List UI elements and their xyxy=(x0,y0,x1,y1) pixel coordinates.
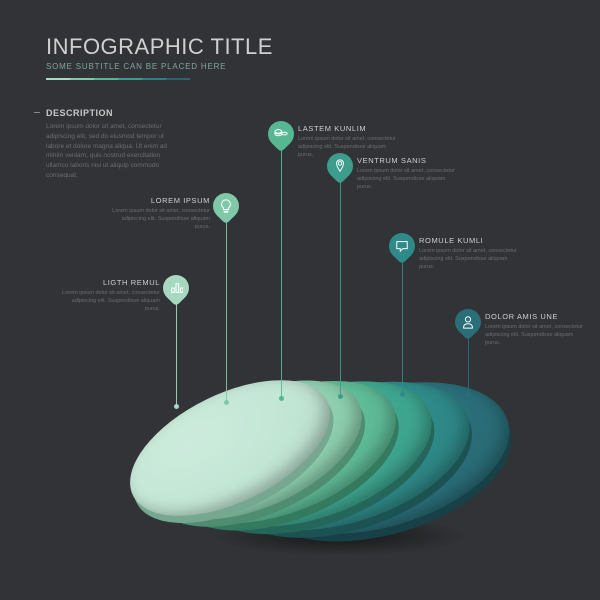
person-icon xyxy=(461,315,475,329)
connector-line xyxy=(176,300,177,406)
item-callout: VENTRUM SANIS Lorem ipsum dolor sit amet,… xyxy=(357,156,457,192)
item-callout: DOLOR AMIS UNE Lorem ipsum dolor sit amet… xyxy=(485,312,585,348)
item-callout: LIGTH REMUL Lorem ipsum dolor sit amet, c… xyxy=(60,278,160,314)
connector-line xyxy=(468,334,469,394)
item-body: Lorem ipsum dolor sit amet, consectetur … xyxy=(110,208,210,232)
item-callout: LASTEM KUNLIMLorem ipsum dolor sit amet,… xyxy=(298,124,398,160)
coins-icon xyxy=(274,127,288,141)
infographic-stage: LIGTH REMUL Lorem ipsum dolor sit amet, c… xyxy=(0,0,600,600)
pin-icon xyxy=(333,159,347,173)
connector-dot xyxy=(466,392,471,397)
connector-line xyxy=(340,178,341,396)
item-label: DOLOR AMIS UNE xyxy=(485,312,585,321)
connector-line xyxy=(281,146,282,398)
connector-dot xyxy=(174,404,179,409)
item-label: VENTRUM SANIS xyxy=(357,156,457,165)
connector-line xyxy=(402,258,403,394)
item-callout: ROMULE KUMLI Lorem ipsum dolor sit amet, … xyxy=(419,236,519,272)
connector-line xyxy=(226,218,227,402)
marker-drop xyxy=(158,270,195,307)
marker-drop xyxy=(450,304,487,341)
item-body: Lorem ipsum dolor sit amet, consectetur … xyxy=(357,168,457,192)
connector-dot xyxy=(224,400,229,405)
marker-drop xyxy=(208,188,245,225)
item-callout: LOREM IPSUM Lorem ipsum dolor sit amet, c… xyxy=(110,196,210,232)
chart-icon xyxy=(169,281,183,295)
item-label: LOREM IPSUM xyxy=(110,196,210,205)
chat-icon xyxy=(395,239,409,253)
item-label: LIGTH REMUL xyxy=(60,278,160,287)
connector-dot xyxy=(400,392,405,397)
item-body: Lorem ipsum dolor sit amet, consectetur … xyxy=(60,290,160,314)
marker-drop xyxy=(384,228,421,265)
item-body: Lorem ipsum dolor sit amet, consectetur … xyxy=(485,324,585,348)
connector-dot xyxy=(279,396,284,401)
marker-drop xyxy=(263,116,300,153)
item-label: LASTEM KUNLIM xyxy=(298,124,398,133)
connector-dot xyxy=(338,394,343,399)
item-body: Lorem ipsum dolor sit amet, consectetur … xyxy=(419,248,519,272)
item-label: ROMULE KUMLI xyxy=(419,236,519,245)
bulb-icon xyxy=(219,199,233,213)
